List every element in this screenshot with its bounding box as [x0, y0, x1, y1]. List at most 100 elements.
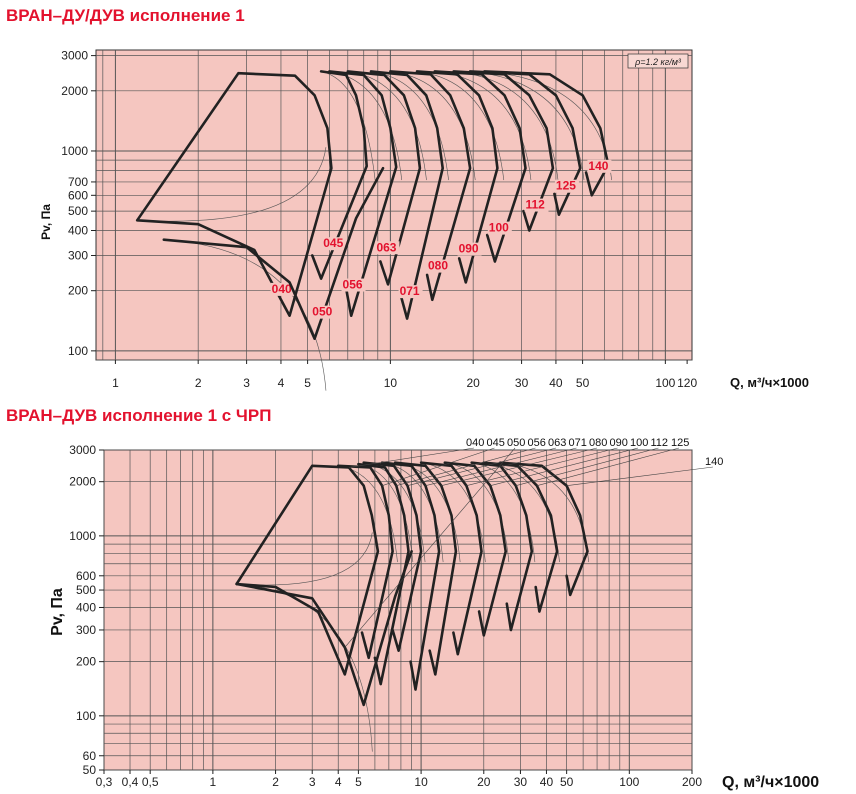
y-tick-label: 100 — [76, 709, 96, 723]
size-label-125: 125 — [556, 179, 576, 193]
chart-2: 0,3 0,4 0,5 1 2 3 4 5 10 20 30 40 50 100 2005060100200… — [49, 437, 819, 791]
series-050 — [162, 166, 385, 341]
x-tick-label: 1 — [210, 775, 217, 789]
series-140 — [498, 461, 589, 597]
series-112 — [470, 461, 534, 632]
size-label-063: 063 — [376, 240, 396, 254]
size-label-056: 056 — [343, 278, 363, 292]
size-label-bg-071 — [398, 285, 423, 299]
top-size-label-140: 140 — [705, 456, 723, 468]
thin-curve-125 — [470, 71, 585, 181]
series-063 — [362, 461, 423, 653]
y-tick-label: 50 — [83, 763, 97, 777]
size-label-045: 045 — [323, 236, 343, 250]
y-tick-label: 600 — [68, 188, 88, 202]
x-tick-label: 2 — [195, 376, 202, 390]
y-tick-label: 400 — [68, 224, 88, 238]
grid — [96, 50, 692, 361]
top-size-label-090: 090 — [610, 437, 628, 449]
y-tick-label: 600 — [76, 569, 96, 583]
x-tick-label: 100 — [655, 376, 675, 390]
y-tick-label: 500 — [68, 204, 88, 218]
size-label-040: 040 — [272, 282, 292, 296]
series-125 — [482, 461, 559, 613]
x-tick-label: 10 — [414, 775, 428, 789]
density-box — [627, 53, 689, 69]
x-tick-label: 3 — [309, 775, 316, 789]
size-label-112: 112 — [525, 198, 545, 212]
y-tick-label: 1000 — [69, 529, 96, 543]
leader-line-071 — [425, 447, 577, 486]
y-tick-label: 3000 — [69, 443, 96, 457]
x-tick-label: 0,5 — [142, 775, 159, 789]
leader-line-125 — [536, 447, 680, 486]
chart-1: 1 2 3 4 5 10 20 30 40 50 100 1201002003004005006007… — [39, 49, 809, 391]
series-140 — [483, 70, 610, 197]
series-045 — [310, 70, 369, 280]
x-tick-label: 50 — [560, 775, 574, 789]
size-label-bg-125 — [554, 179, 579, 193]
size-label-100: 100 — [489, 221, 509, 235]
top-size-label-040: 040 — [466, 437, 484, 449]
top-size-label-056: 056 — [528, 437, 546, 449]
x-tick-label: 5 — [304, 376, 311, 390]
size-label-bg-056 — [341, 278, 366, 292]
y-tick-label: 700 — [68, 175, 88, 189]
y-tick-label: 3000 — [61, 49, 88, 63]
y-tick-label: 1000 — [61, 144, 88, 158]
x-tick-label: 4 — [278, 376, 285, 390]
thin-curve-100 — [444, 462, 510, 563]
series-040 — [135, 71, 333, 318]
leader-line-040 — [348, 447, 475, 468]
leader-line-090 — [466, 447, 618, 486]
y-tick-label: 100 — [68, 344, 88, 358]
x-tick-label: 1 — [112, 376, 119, 390]
x-tick-label: 100 — [619, 775, 639, 789]
size-label-bg-140 — [587, 159, 612, 173]
series-090 — [415, 70, 499, 284]
x-tick-label: 40 — [549, 376, 563, 390]
x-tick-label: 4 — [335, 775, 342, 789]
series-050 — [235, 550, 413, 707]
leader-line-050 — [344, 447, 516, 648]
x-tick-label: 20 — [477, 775, 491, 789]
x-tick-label: 30 — [515, 376, 529, 390]
leader-line-080 — [441, 447, 598, 486]
size-label-140: 140 — [588, 159, 608, 173]
plot-area — [95, 49, 693, 361]
x-tick-label: 20 — [466, 376, 480, 390]
series-100 — [443, 461, 508, 637]
size-label-090: 090 — [459, 242, 479, 256]
series-040 — [235, 464, 380, 676]
series-071 — [380, 461, 441, 691]
y-tick-label: 60 — [83, 749, 97, 763]
chart1-title: ВРАН–ДУ/ДУВ исполнение 1 — [6, 6, 245, 25]
top-size-label-071: 071 — [569, 437, 587, 449]
leader-line-112 — [515, 447, 659, 486]
size-label-071: 071 — [400, 284, 420, 298]
top-size-label-045: 045 — [487, 437, 505, 449]
thin-curve-090 — [421, 462, 486, 563]
plot-area — [103, 449, 693, 771]
size-label-bg-080 — [426, 259, 451, 273]
thin-curve-090 — [416, 71, 505, 181]
leader-line-045 — [382, 447, 495, 486]
y-axis-label: Pv, Па — [49, 588, 66, 636]
x-tick-label: 120 — [677, 376, 697, 390]
density-annotation: ρ=1.2 кг/м³ — [634, 57, 682, 67]
top-size-label-125: 125 — [671, 437, 689, 449]
size-label-bg-100 — [487, 221, 512, 235]
thin-curve-040 — [137, 147, 327, 222]
size-label-bg-090 — [457, 242, 482, 256]
size-label-bg-112 — [524, 198, 549, 212]
size-label-050: 050 — [312, 305, 332, 319]
leader-line-056 — [396, 447, 536, 486]
series-063 — [346, 70, 422, 286]
top-size-label-112: 112 — [651, 437, 669, 449]
x-axis-label: Q, м³/ч×1000 — [730, 375, 809, 390]
x-tick-label: 10 — [384, 376, 398, 390]
size-label-080: 080 — [428, 259, 448, 273]
series-090 — [419, 461, 483, 656]
series-056 — [357, 462, 410, 686]
